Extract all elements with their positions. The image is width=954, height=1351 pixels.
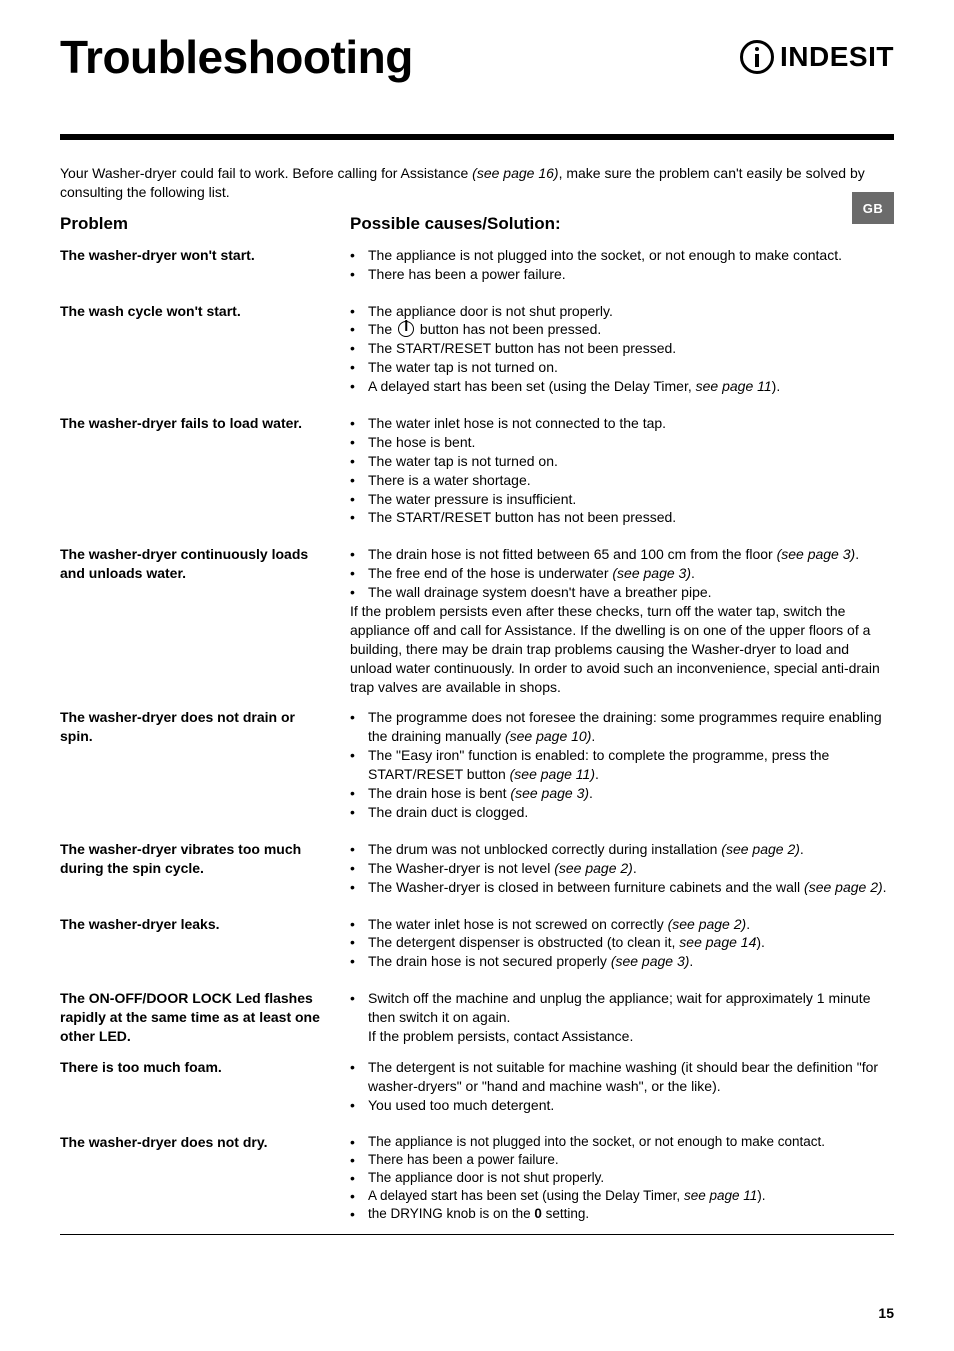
bullet: The wall drainage system doesn't have a … xyxy=(350,583,894,602)
bullet: The drain duct is clogged. xyxy=(350,803,894,822)
solution-block: The appliance is not plugged into the so… xyxy=(350,246,894,284)
bullet: The appliance door is not shut properly. xyxy=(350,1169,894,1187)
bullet: the DRYING knob is on the 0 setting. xyxy=(350,1205,894,1223)
problem-text: The washer-dryer won't start. xyxy=(60,246,350,284)
bullet: Switch off the machine and unplug the ap… xyxy=(350,989,894,1046)
bullet: There has been a power failure. xyxy=(350,1151,894,1169)
solution-block: The appliance is not plugged into the so… xyxy=(350,1133,894,1224)
brand-logo: INDESIT xyxy=(740,40,894,74)
solution-block: The water inlet hose is not screwed on c… xyxy=(350,915,894,972)
heading-problem: Problem xyxy=(60,214,350,234)
bullet: The Washer-dryer is closed in between fu… xyxy=(350,878,894,897)
divider-thick xyxy=(60,134,894,140)
bullet: The START/RESET button has not been pres… xyxy=(350,339,894,358)
intro-ref: (see page 16) xyxy=(472,165,558,181)
note-text: If the problem persists, contact Assista… xyxy=(368,1027,894,1046)
problem-text: The wash cycle won't start. xyxy=(60,302,350,396)
solution-block: The programme does not foresee the drain… xyxy=(350,708,894,821)
power-icon xyxy=(398,321,414,337)
solution-block: The drain hose is not fitted between 65 … xyxy=(350,545,894,696)
heading-solution: Possible causes/Solution: xyxy=(350,214,894,234)
bullet: The appliance is not plugged into the so… xyxy=(350,1133,894,1151)
problem-text: The washer-dryer does not drain or spin. xyxy=(60,708,350,821)
bullet: The appliance door is not shut properly. xyxy=(350,302,894,321)
bullet: The Washer-dryer is not level (see page … xyxy=(350,859,894,878)
intro-part-a: Your Washer-dryer could fail to work. Be… xyxy=(60,165,472,181)
bullet: The drum was not unblocked correctly dur… xyxy=(350,840,894,859)
problem-text: The washer-dryer continuously loads and … xyxy=(60,545,350,696)
bullet: The "Easy iron" function is enabled: to … xyxy=(350,746,894,784)
bullet: The water tap is not turned on. xyxy=(350,452,894,471)
bullet: You used too much detergent. xyxy=(350,1096,894,1115)
problem-text: The washer-dryer leaks. xyxy=(60,915,350,972)
bullet: The programme does not foresee the drain… xyxy=(350,708,894,746)
language-tab: GB xyxy=(852,192,894,224)
header: Troubleshooting INDESIT xyxy=(60,30,894,84)
bullet: The drain hose is bent (see page 3). xyxy=(350,784,894,803)
solution-block: The appliance door is not shut properly.… xyxy=(350,302,894,396)
bullet: The water pressure is insufficient. xyxy=(350,490,894,509)
problem-text: The washer-dryer does not dry. xyxy=(60,1133,350,1224)
bullet: There has been a power failure. xyxy=(350,265,894,284)
note-text: If the problem persists even after these… xyxy=(350,602,894,696)
solution-block: The detergent is not suitable for machin… xyxy=(350,1058,894,1115)
bullet: The appliance is not plugged into the so… xyxy=(350,246,894,265)
bullet: A delayed start has been set (using the … xyxy=(350,1187,894,1205)
bullet: The drain hose is not fitted between 65 … xyxy=(350,545,894,564)
bullet: There is a water shortage. xyxy=(350,471,894,490)
brand-text: INDESIT xyxy=(780,41,894,73)
info-icon xyxy=(740,40,774,74)
page-number: 15 xyxy=(878,1305,894,1321)
bullet: The water inlet hose is not screwed on c… xyxy=(350,915,894,934)
bullet: The water tap is not turned on. xyxy=(350,358,894,377)
solution-block: Switch off the machine and unplug the ap… xyxy=(350,989,894,1046)
bullet: The detergent dispenser is obstructed (t… xyxy=(350,933,894,952)
solution-block: The drum was not unblocked correctly dur… xyxy=(350,840,894,897)
problem-text: The washer-dryer fails to load water. xyxy=(60,414,350,527)
page-title: Troubleshooting xyxy=(60,30,413,84)
bullet: The free end of the hose is underwater (… xyxy=(350,564,894,583)
bullet: A delayed start has been set (using the … xyxy=(350,377,894,396)
troubleshooting-table: Problem Possible causes/Solution: The wa… xyxy=(60,214,894,1224)
problem-text: The washer-dryer vibrates too much durin… xyxy=(60,840,350,897)
problem-text: The ON-OFF/DOOR LOCK Led flashes rapidly… xyxy=(60,989,350,1046)
solution-block: The water inlet hose is not connected to… xyxy=(350,414,894,527)
bullet: The water inlet hose is not connected to… xyxy=(350,414,894,433)
bullet: The button has not been pressed. xyxy=(350,320,894,339)
divider-bottom xyxy=(60,1234,894,1235)
problem-text: There is too much foam. xyxy=(60,1058,350,1115)
bullet: The detergent is not suitable for machin… xyxy=(350,1058,894,1096)
bullet: The START/RESET button has not been pres… xyxy=(350,508,894,527)
bullet: The drain hose is not secured properly (… xyxy=(350,952,894,971)
bullet: The hose is bent. xyxy=(350,433,894,452)
intro-text: Your Washer-dryer could fail to work. Be… xyxy=(60,164,894,202)
